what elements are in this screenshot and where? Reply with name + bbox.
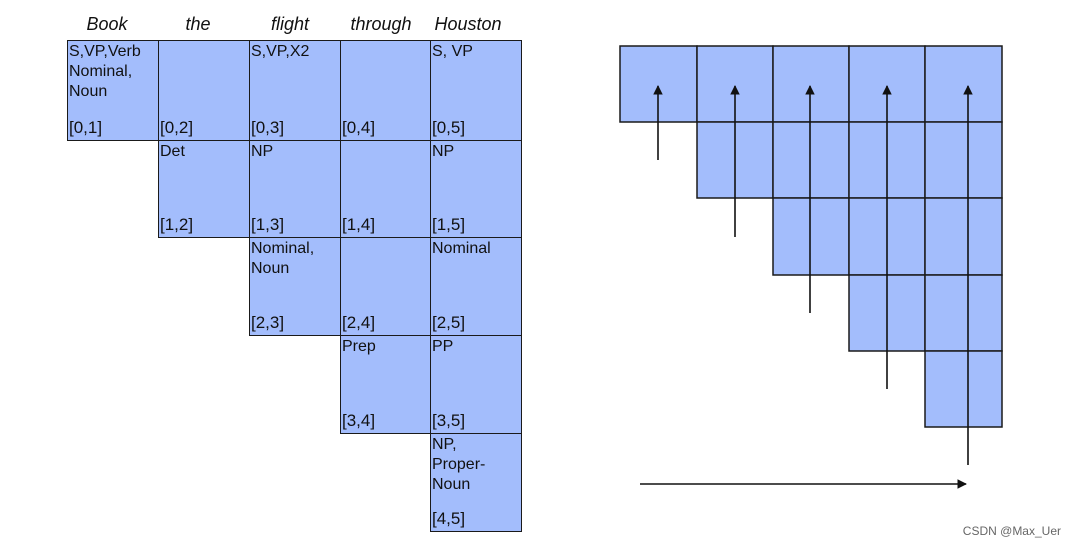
cell-span: [0,2] bbox=[160, 118, 194, 137]
grid-cell-0-2 bbox=[772, 45, 850, 123]
grid-cell-1-4 bbox=[924, 121, 1003, 199]
cell-tags: NP bbox=[251, 143, 274, 160]
grid-cell-2-4 bbox=[924, 197, 1003, 276]
chart-cell-2-3: Nominal, Noun [2,3] bbox=[249, 237, 341, 336]
chart-cell-1-5: NP [1,5] bbox=[430, 140, 522, 238]
grid-cell-4-4 bbox=[924, 350, 1003, 428]
cell-span: [1,5] bbox=[432, 215, 466, 234]
chart-cell-1-2: Det [1,2] bbox=[158, 140, 250, 238]
cell-span: [2,4] bbox=[342, 313, 376, 332]
word-header-5: Houston bbox=[434, 14, 502, 34]
word-header-3: flight bbox=[270, 14, 310, 34]
watermark: CSDN @Max_Uer bbox=[962, 524, 1061, 538]
chart-cell-3-5: PP [3,5] bbox=[430, 335, 522, 434]
cell-span: [3,5] bbox=[432, 411, 466, 430]
cell-tags: S, VP bbox=[432, 43, 473, 60]
cell-tags: Prep bbox=[342, 338, 376, 355]
chart-cell-4-5: NP, Proper- Noun [4,5] bbox=[430, 433, 522, 532]
cell-span: [0,4] bbox=[342, 118, 376, 137]
cell-tags: Nominal bbox=[432, 240, 491, 257]
cell-span: [2,5] bbox=[432, 313, 466, 332]
cell-tags: NP bbox=[432, 143, 455, 160]
chart-cell-0-1: S,VP,Verb Nominal, Noun [0,1] bbox=[67, 40, 159, 141]
word-header-1: Book bbox=[86, 14, 128, 34]
cell-span: [3,4] bbox=[342, 411, 376, 430]
grid-cell-2-2 bbox=[772, 197, 850, 276]
chart-cell-2-5: Nominal [2,5] bbox=[430, 237, 522, 336]
grid-cell-1-2 bbox=[772, 121, 850, 199]
chart-cell-2-4: [2,4] bbox=[340, 237, 431, 336]
cell-span: [1,4] bbox=[342, 215, 376, 234]
chart-cell-3-4: Prep [3,4] bbox=[340, 335, 431, 434]
chart-cell-1-4: [1,4] bbox=[340, 140, 431, 238]
word-header-2: the bbox=[185, 14, 211, 34]
cell-tags: S,VP,Verb Nominal, Noun bbox=[69, 43, 141, 100]
chart-cell-0-5: S, VP [0,5] bbox=[430, 40, 522, 141]
chart-cell-0-4: [0,4] bbox=[340, 40, 431, 141]
cell-tags: Det bbox=[160, 143, 185, 160]
grid-cell-3-4 bbox=[924, 274, 1003, 352]
cell-span: [2,3] bbox=[251, 313, 285, 332]
chart-cell-1-3: NP [1,3] bbox=[249, 140, 341, 238]
cell-span: [4,5] bbox=[432, 509, 466, 528]
cell-span: [1,2] bbox=[160, 215, 194, 234]
cell-tags: S,VP,X2 bbox=[251, 43, 310, 60]
cell-span: [0,5] bbox=[432, 118, 466, 137]
cell-span: [0,1] bbox=[69, 118, 103, 137]
grid-cell-0-4 bbox=[924, 45, 1003, 123]
cell-span: [0,3] bbox=[251, 118, 285, 137]
cell-span: [1,3] bbox=[251, 215, 285, 234]
cell-tags: Nominal, Noun bbox=[251, 240, 315, 277]
word-header-4: through bbox=[350, 14, 412, 34]
cell-tags: PP bbox=[432, 338, 454, 355]
cell-tags: NP, Proper- Noun bbox=[432, 436, 486, 493]
